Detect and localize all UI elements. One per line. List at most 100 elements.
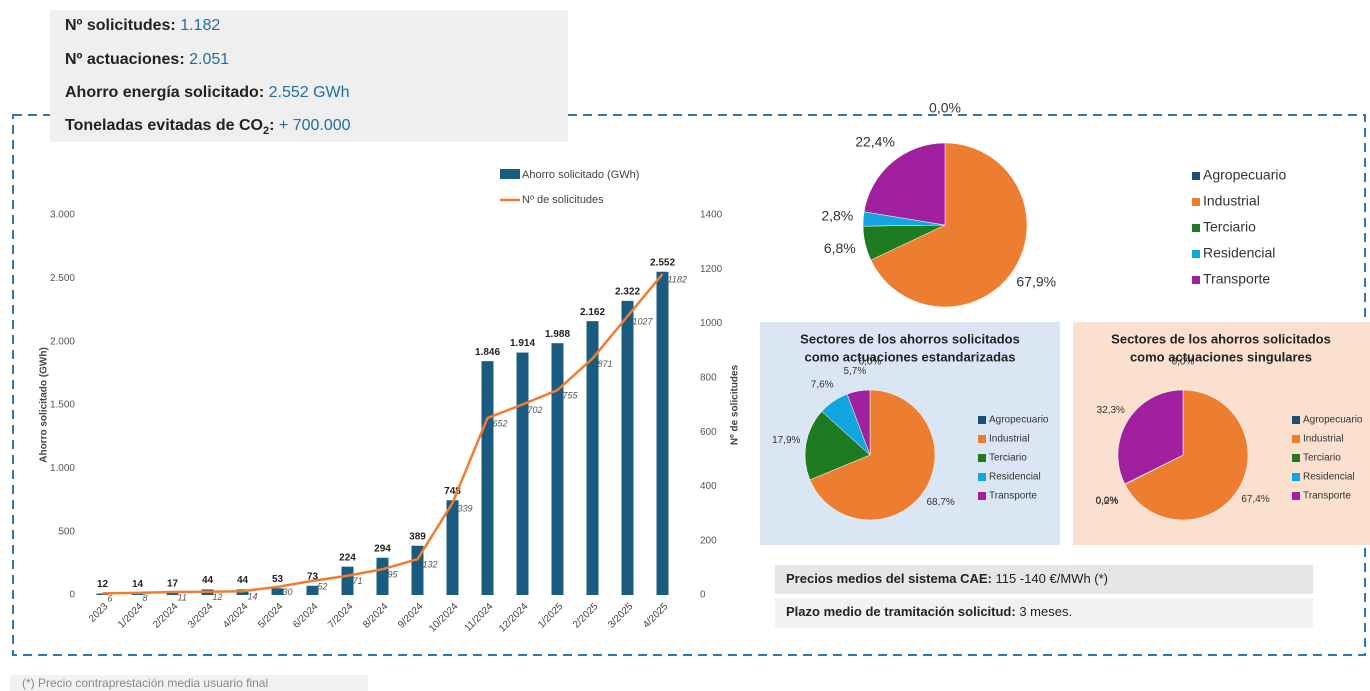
bar-label: 17 bbox=[167, 578, 179, 589]
legend-label: Industrial bbox=[1203, 193, 1260, 209]
y-tick-label: 0 bbox=[69, 590, 75, 601]
y-axis-label: Ahorro solicitado (GWh) bbox=[39, 347, 50, 463]
bar bbox=[551, 343, 564, 595]
legend-label: Industrial bbox=[1303, 434, 1344, 445]
slice-label: 0,0% bbox=[1172, 357, 1195, 368]
bar-label: 1.988 bbox=[545, 329, 570, 340]
slice-label: 22,4% bbox=[855, 133, 895, 149]
bar-label: 224 bbox=[339, 552, 356, 563]
legend-label: Industrial bbox=[989, 434, 1030, 445]
line bbox=[102, 273, 664, 595]
legend-swatch bbox=[978, 473, 986, 481]
slice-label: 7,6% bbox=[811, 379, 834, 390]
bar-label: 14 bbox=[132, 579, 144, 590]
bar-label: 1.846 bbox=[475, 347, 500, 358]
legend-label: Terciario bbox=[989, 453, 1027, 464]
slice-label: 67,4% bbox=[1241, 494, 1269, 505]
stat: Nº actuaciones: 2.051 bbox=[65, 51, 229, 68]
line-label: 755 bbox=[563, 390, 579, 400]
bar bbox=[586, 321, 599, 595]
slice-label: 2,8% bbox=[821, 208, 853, 224]
x-tick-label: 3/2025 bbox=[606, 601, 636, 631]
line-label: 14 bbox=[248, 592, 258, 602]
y2-tick-label: 400 bbox=[700, 481, 717, 492]
legend-label: Residencial bbox=[1303, 472, 1355, 483]
stat-value: 2.552 GWh bbox=[269, 84, 350, 101]
stat-sub: 2 bbox=[263, 125, 269, 137]
legend-swatch bbox=[1292, 435, 1300, 443]
bar-label: 2.162 bbox=[580, 307, 605, 318]
footnote: (*) Precio contraprestación media usuari… bbox=[22, 676, 268, 690]
slice-label: 0,0% bbox=[859, 357, 882, 368]
stat-value: + 700.000 bbox=[279, 117, 351, 134]
stat-label: Toneladas evitadas de CO bbox=[65, 117, 263, 134]
pie-slice bbox=[1117, 389, 1184, 485]
stat-value: 1.182 bbox=[180, 17, 220, 34]
y-tick-label: 1.500 bbox=[50, 400, 75, 411]
pie-slice bbox=[809, 389, 936, 521]
slice-label: 6,8% bbox=[824, 240, 856, 256]
legend-swatch bbox=[1292, 473, 1300, 481]
stats: Nº solicitudes: 1.182 Nº actuaciones: 2.… bbox=[65, 17, 351, 137]
bar-label: 389 bbox=[409, 531, 426, 542]
slice-label: 67,9% bbox=[1016, 273, 1056, 289]
note-label: Plazo medio de tramitación solicitud: bbox=[786, 604, 1016, 619]
pie-slice bbox=[870, 142, 1028, 308]
chart-title: Sectores de los ahorros solicitados bbox=[1111, 331, 1331, 346]
y2-tick-label: 800 bbox=[700, 372, 717, 383]
slice-label: 0,0% bbox=[1095, 495, 1118, 506]
y-tick-label: 1.000 bbox=[50, 463, 75, 474]
stats-box bbox=[50, 10, 568, 142]
bar-label: 12 bbox=[97, 579, 109, 590]
line-label: 871 bbox=[598, 359, 613, 369]
slice-label: 0,2% bbox=[1096, 496, 1119, 507]
stat-suffix: : bbox=[269, 117, 274, 134]
legend-swatch bbox=[978, 454, 986, 462]
bar bbox=[411, 545, 424, 595]
note-label: Precios medios del sistema CAE: bbox=[786, 571, 992, 586]
legend-swatch bbox=[500, 169, 520, 179]
stat: Ahorro energía solicitado: 2.552 GWh bbox=[65, 84, 350, 101]
note-value: 3 meses. bbox=[1016, 604, 1072, 619]
x-tick-label: 1/2024 bbox=[116, 601, 146, 631]
x-tick-label: 1/2025 bbox=[536, 601, 566, 631]
bar-label: 44 bbox=[237, 575, 249, 586]
bar bbox=[131, 593, 144, 595]
x-tick-label: 3/2024 bbox=[186, 601, 216, 631]
bar-label: 2.322 bbox=[615, 287, 640, 298]
bar-label: 748 bbox=[444, 486, 461, 497]
bar bbox=[166, 592, 179, 595]
slice-label: 17,9% bbox=[772, 435, 800, 446]
x-tick-label: 2/2025 bbox=[571, 601, 601, 631]
y-tick-label: 3.000 bbox=[50, 210, 75, 221]
legend-label: Residencial bbox=[1203, 245, 1275, 261]
x-tick-label: 7/2024 bbox=[326, 601, 356, 631]
bar bbox=[516, 352, 529, 595]
line-label: 132 bbox=[423, 560, 438, 570]
y-tick-label: 2.000 bbox=[50, 336, 75, 347]
legend-label: Transporte bbox=[1203, 271, 1270, 287]
slice-label: 32,3% bbox=[1097, 405, 1125, 416]
line-label: 12 bbox=[213, 592, 223, 602]
line-label: 52 bbox=[318, 581, 328, 591]
stat-value: 2.051 bbox=[189, 51, 229, 68]
y2-tick-label: 1200 bbox=[700, 264, 723, 275]
legend-label: Transporte bbox=[989, 491, 1037, 502]
y2-tick-label: 200 bbox=[700, 535, 717, 546]
legend-swatch bbox=[1292, 492, 1300, 500]
legend-swatch bbox=[1192, 276, 1200, 284]
pie-slice bbox=[863, 142, 946, 226]
bar bbox=[271, 588, 284, 595]
stat: Nº solicitudes: 1.182 bbox=[65, 17, 220, 34]
pie-slice bbox=[846, 389, 871, 456]
x-tick-label: 2/2024 bbox=[151, 601, 181, 631]
bar bbox=[306, 585, 319, 595]
x-tick-label: 9/2024 bbox=[396, 601, 426, 631]
legend-label: Residencial bbox=[989, 472, 1041, 483]
bar bbox=[481, 361, 494, 595]
stat-label: Nº solicitudes: bbox=[65, 17, 176, 34]
legend-swatch bbox=[1292, 454, 1300, 462]
x-tick-label: 11/2024 bbox=[463, 601, 496, 634]
line-label: 6 bbox=[108, 594, 113, 604]
legend-label: Ahorro solicitado (GWh) bbox=[522, 169, 639, 181]
